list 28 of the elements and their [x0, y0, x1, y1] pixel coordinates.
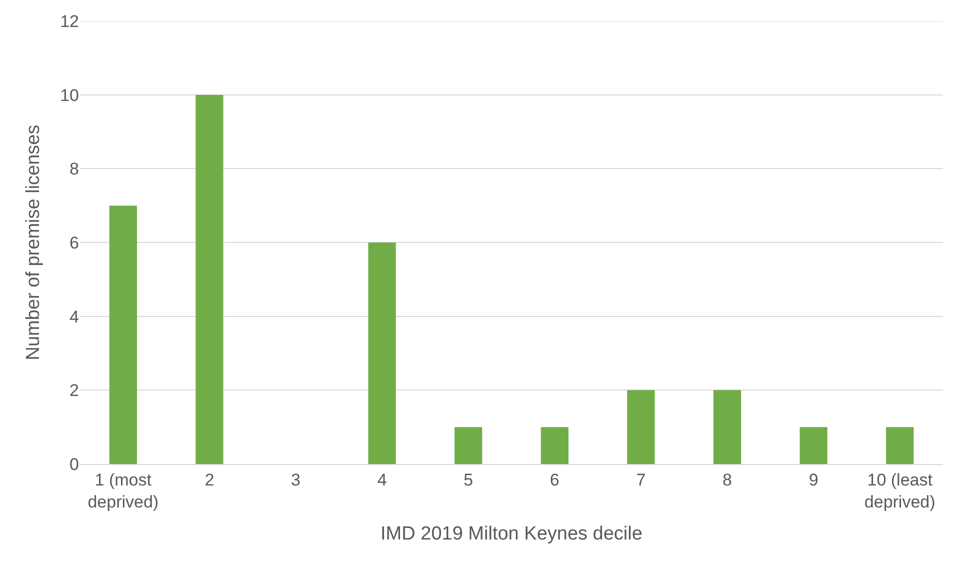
x-tick-label: 6 [550, 470, 560, 490]
bar [800, 427, 828, 464]
y-tick-label: 12 [60, 12, 79, 31]
bar [627, 390, 655, 464]
x-tick-label: 1 (most deprived) [88, 470, 159, 512]
bar [540, 427, 568, 464]
x-tick-label: 9 [808, 470, 818, 490]
x-tick-label: 4 [377, 470, 387, 490]
y-axis-title: Number of premise licenses [22, 124, 44, 360]
y-tick-label: 10 [60, 86, 79, 105]
bar [886, 427, 914, 464]
bar [196, 94, 224, 464]
y-tick-label: 6 [70, 233, 79, 252]
x-tick-label: 2 [204, 470, 214, 490]
x-tick-label: 10 (least deprived) [864, 470, 936, 512]
x-tick-label: 5 [464, 470, 474, 490]
y-tick-label: 2 [70, 381, 79, 400]
bar [454, 427, 482, 464]
bar [368, 242, 396, 464]
y-tick-label: 0 [70, 454, 79, 474]
bar [713, 390, 742, 464]
y-tick-label: 4 [70, 307, 79, 326]
y-tick-label: 8 [70, 160, 79, 179]
x-tick-label: 7 [636, 470, 646, 490]
x-tick-label: 8 [722, 470, 732, 490]
x-tick-label: 3 [291, 470, 300, 490]
bar [109, 206, 137, 464]
x-axis-title: IMD 2019 Milton Keynes decile [380, 523, 642, 544]
